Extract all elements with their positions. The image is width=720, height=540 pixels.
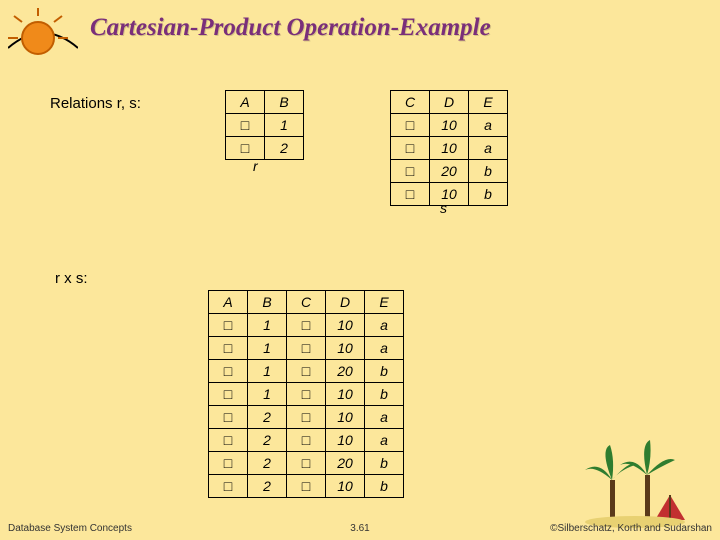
- cell: □: [226, 137, 265, 160]
- cell: 20: [326, 360, 365, 383]
- cell: □: [209, 337, 248, 360]
- table-row: □10b: [391, 183, 508, 206]
- footer-right: ©Silberschatz, Korth and Sudarshan: [550, 523, 712, 534]
- cell: a: [365, 429, 404, 452]
- cell: a: [365, 314, 404, 337]
- cell: □: [287, 429, 326, 452]
- cell: b: [365, 475, 404, 498]
- rxs-label: r x s:: [55, 270, 88, 287]
- cell: □: [209, 383, 248, 406]
- cell: 10: [326, 337, 365, 360]
- cell: □: [391, 137, 430, 160]
- cell: □: [287, 475, 326, 498]
- cell: 10: [430, 137, 469, 160]
- table-r: AB□1□2: [225, 90, 304, 160]
- cell: □: [287, 337, 326, 360]
- cell: □: [209, 406, 248, 429]
- col-header: D: [430, 91, 469, 114]
- table-row: □10a: [391, 114, 508, 137]
- table-rxs: ABCDE□1□10a□1□10a□1□20b□1□10b□2□10a□2□10…: [208, 290, 404, 498]
- cell: b: [469, 160, 508, 183]
- cell: 10: [326, 475, 365, 498]
- table-row: □1□20b: [209, 360, 404, 383]
- caption-r: r: [253, 158, 258, 174]
- cell: 10: [326, 383, 365, 406]
- cell: □: [287, 452, 326, 475]
- table-row: □2□10a: [209, 406, 404, 429]
- cell: 10: [430, 183, 469, 206]
- cell: 1: [248, 383, 287, 406]
- col-header: C: [287, 291, 326, 314]
- cell: a: [469, 114, 508, 137]
- col-header: A: [226, 91, 265, 114]
- col-header: C: [391, 91, 430, 114]
- cell: □: [287, 406, 326, 429]
- col-header: D: [326, 291, 365, 314]
- cell: 1: [265, 114, 304, 137]
- cell: b: [365, 452, 404, 475]
- cell: □: [287, 314, 326, 337]
- cell: 20: [430, 160, 469, 183]
- cell: □: [209, 429, 248, 452]
- col-header: E: [469, 91, 508, 114]
- sun-decoration: [8, 8, 78, 68]
- cell: b: [469, 183, 508, 206]
- col-header: B: [248, 291, 287, 314]
- cell: a: [365, 406, 404, 429]
- table-row: □2□10a: [209, 429, 404, 452]
- cell: □: [287, 360, 326, 383]
- cell: □: [226, 114, 265, 137]
- table-row: □10a: [391, 137, 508, 160]
- cell: a: [469, 137, 508, 160]
- cell: 10: [326, 314, 365, 337]
- cell: a: [365, 337, 404, 360]
- cell: b: [365, 360, 404, 383]
- cell: 1: [248, 314, 287, 337]
- table-row: □1□10b: [209, 383, 404, 406]
- cell: b: [365, 383, 404, 406]
- cell: 10: [430, 114, 469, 137]
- cell: □: [209, 360, 248, 383]
- table-row: □2□10b: [209, 475, 404, 498]
- cell: 20: [326, 452, 365, 475]
- cell: □: [391, 114, 430, 137]
- col-header: A: [209, 291, 248, 314]
- caption-s: s: [440, 200, 447, 216]
- cell: 2: [248, 475, 287, 498]
- cell: 2: [248, 452, 287, 475]
- col-header: B: [265, 91, 304, 114]
- cell: 10: [326, 429, 365, 452]
- cell: 10: [326, 406, 365, 429]
- cell: 1: [248, 360, 287, 383]
- cell: 2: [248, 429, 287, 452]
- cell: 2: [248, 406, 287, 429]
- cell: □: [391, 160, 430, 183]
- table-row: □1□10a: [209, 314, 404, 337]
- col-header: E: [365, 291, 404, 314]
- table-row: □20b: [391, 160, 508, 183]
- cell: □: [287, 383, 326, 406]
- relations-label: Relations r, s:: [50, 95, 141, 112]
- table-row: □2□20b: [209, 452, 404, 475]
- slide-title: Cartesian-Product Operation-Example: [90, 14, 700, 42]
- cell: □: [391, 183, 430, 206]
- palm-decoration: [580, 440, 690, 530]
- table-row: □1: [226, 114, 304, 137]
- table-row: □1□10a: [209, 337, 404, 360]
- cell: 2: [265, 137, 304, 160]
- cell: □: [209, 475, 248, 498]
- table-s: CDE□10a□10a□20b□10b: [390, 90, 508, 206]
- cell: □: [209, 314, 248, 337]
- cell: 1: [248, 337, 287, 360]
- cell: □: [209, 452, 248, 475]
- table-row: □2: [226, 137, 304, 160]
